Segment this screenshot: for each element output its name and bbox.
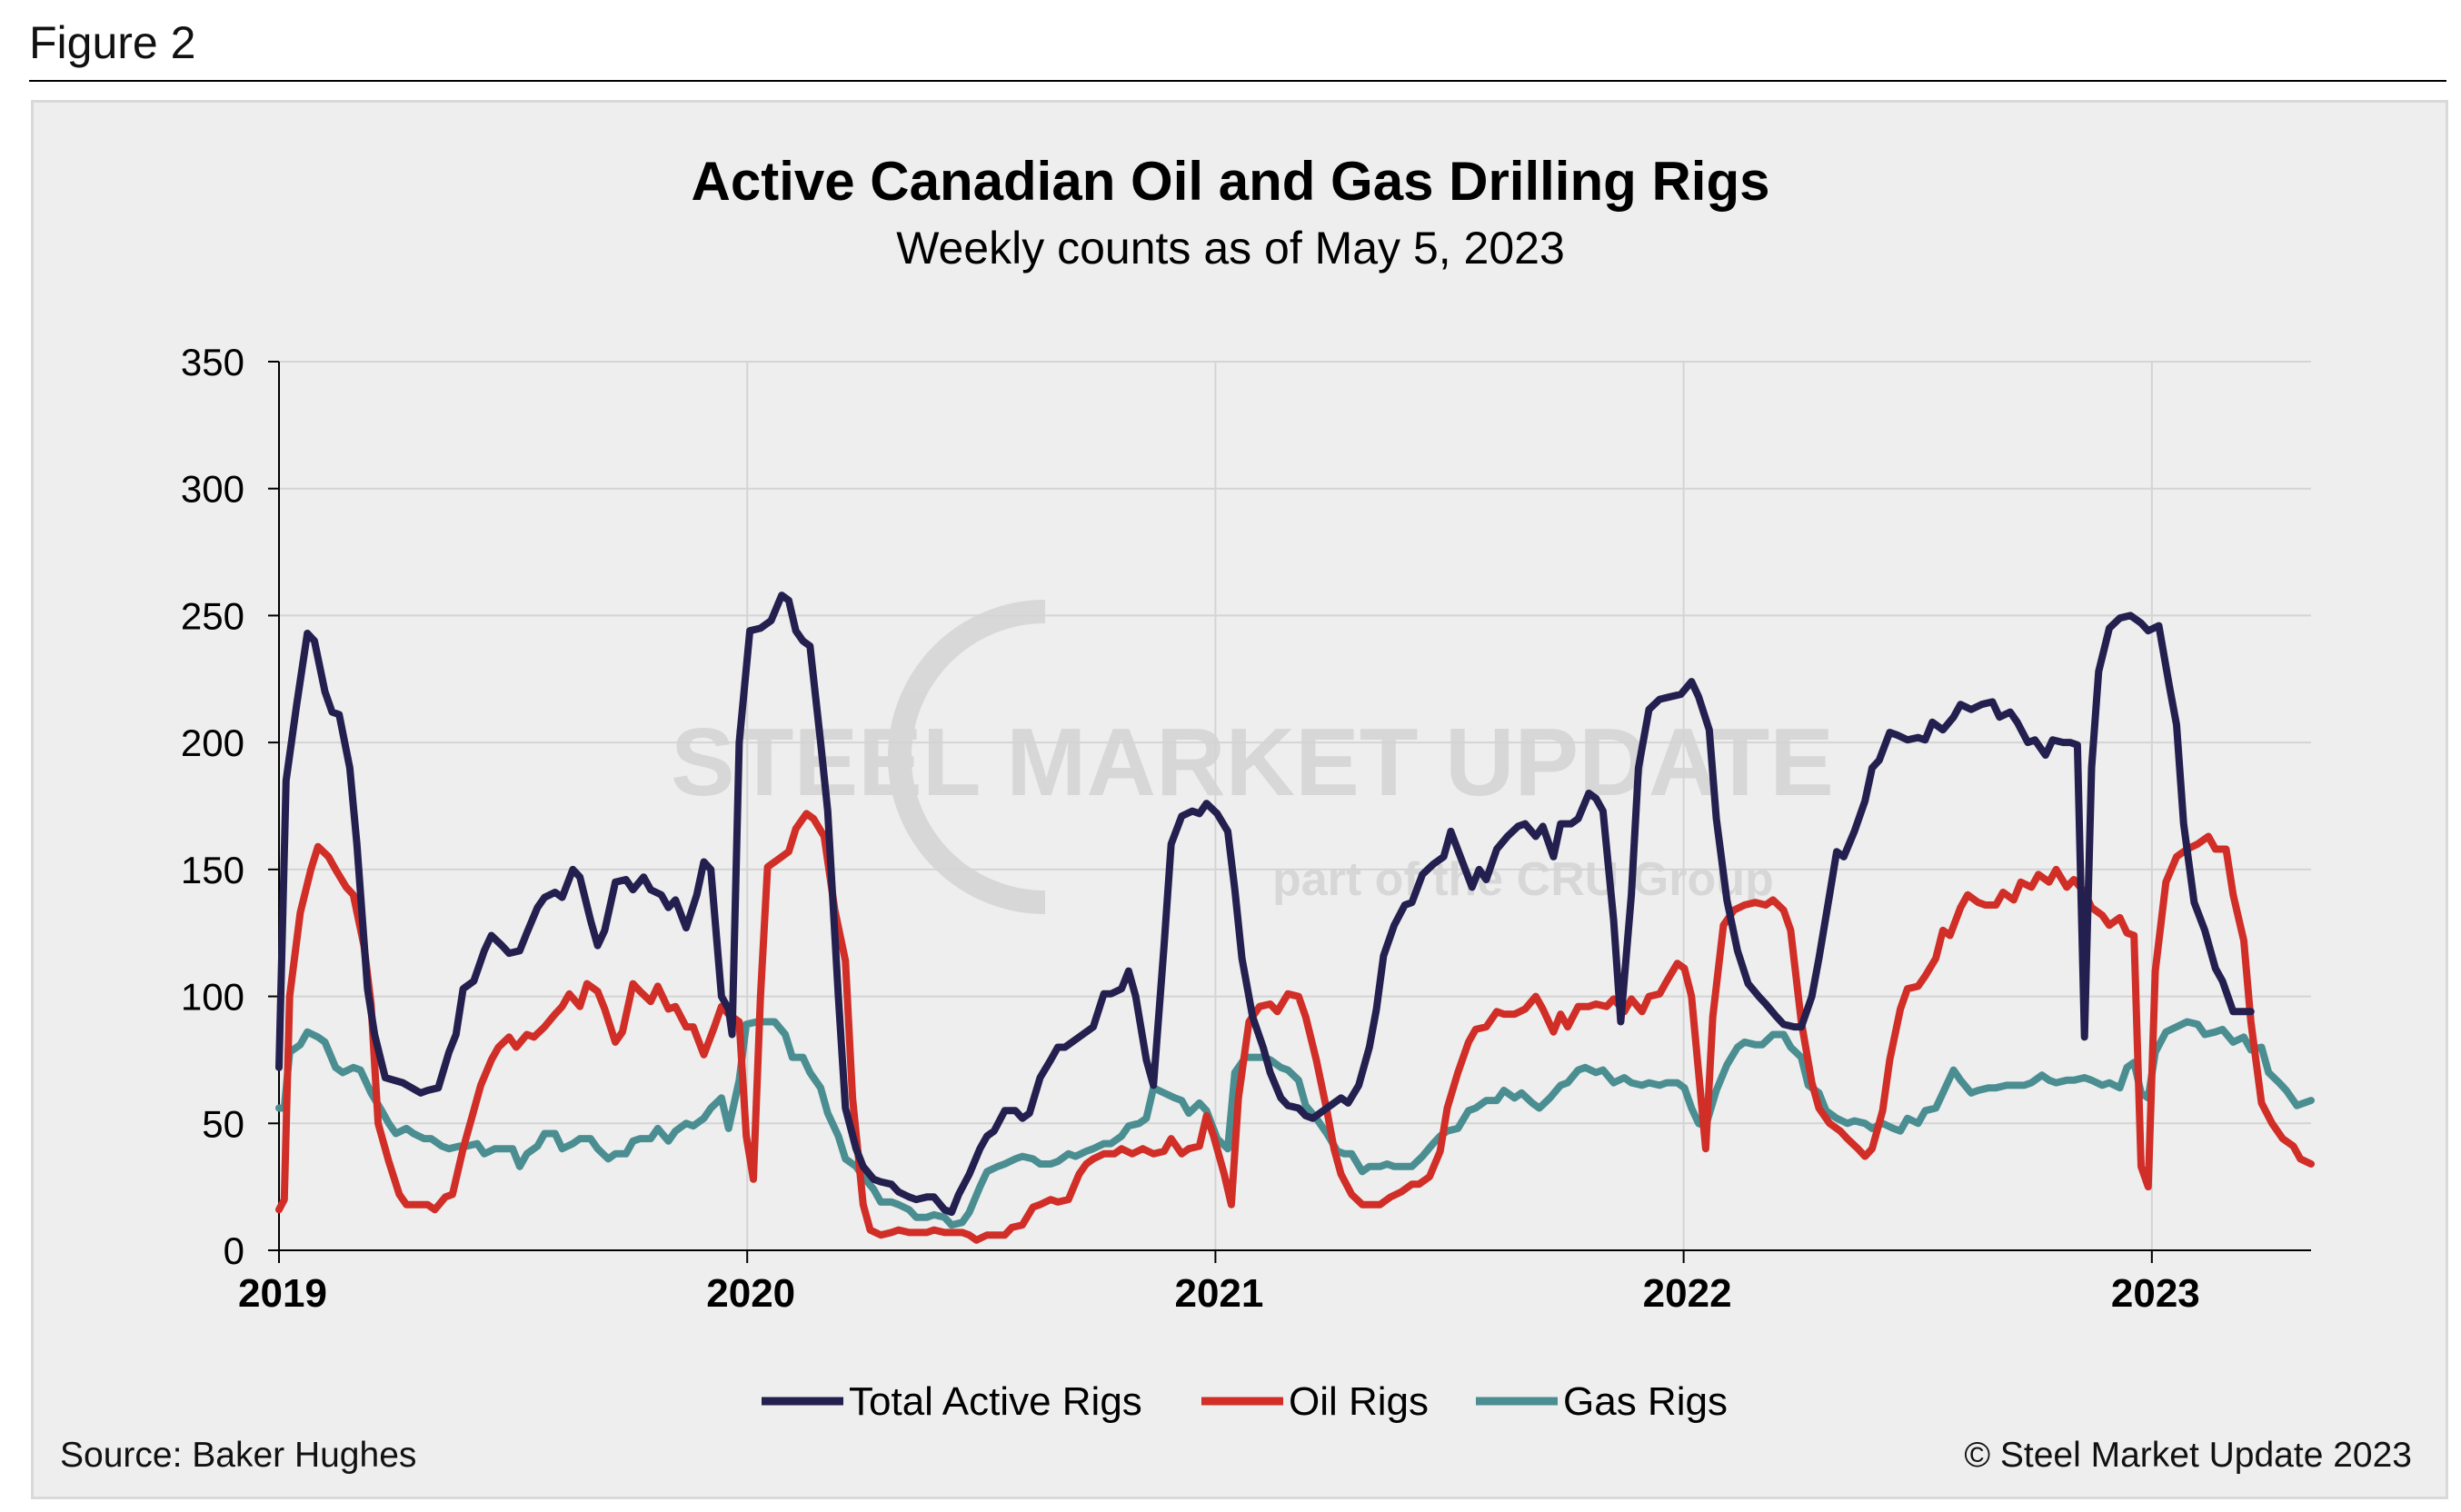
chart-subtitle: Weekly counts as of May 5, 2023 — [896, 223, 1565, 274]
y-tick-label: 300 — [181, 468, 244, 511]
series-line-oil-rigs — [275, 810, 2315, 1244]
x-tick-label: 2019 — [238, 1271, 327, 1316]
watermark-sub: part of the CRU Group — [1272, 853, 1774, 906]
x-tick-labels: 2019 2020 2021 2022 2023 — [238, 1271, 2200, 1316]
y-tick-label: 0 — [224, 1229, 244, 1272]
chart-title: Active Canadian Oil and Gas Drilling Rig… — [692, 151, 1770, 212]
legend-oil-label: Oil Rigs — [1289, 1379, 1429, 1424]
y-tick-labels: 0 50 100 150 200 250 300 350 — [181, 341, 244, 1272]
y-tick-label: 150 — [181, 849, 244, 891]
legend-total-label: Total Active Rigs — [849, 1379, 1142, 1424]
y-tick-label: 50 — [202, 1102, 244, 1145]
watermark-arc — [888, 600, 1046, 914]
x-tick-label: 2022 — [1643, 1271, 1732, 1316]
legend-gas-label: Gas Rigs — [1563, 1379, 1728, 1424]
series-line-gas-rigs — [275, 1018, 2315, 1229]
y-tick-label: 200 — [181, 721, 244, 764]
legend: Total Active Rigs Oil Rigs Gas Rigs — [762, 1379, 1728, 1424]
series — [275, 592, 2315, 1244]
copyright-note: © Steel Market Update 2023 — [1964, 1436, 2412, 1475]
y-tick-label: 250 — [181, 594, 244, 637]
x-tick-label: 2020 — [706, 1271, 795, 1316]
watermark: STEEL MARKET UPDATE part of the CRU Grou… — [671, 600, 1834, 914]
chart-panel — [31, 100, 2448, 1499]
series-line-total-active-rigs — [275, 592, 2255, 1217]
watermark-main: STEEL MARKET UPDATE — [671, 709, 1834, 816]
figure-label: Figure 2 — [29, 17, 196, 68]
figure-rule — [29, 80, 2446, 82]
source-note: Source: Baker Hughes — [60, 1436, 417, 1475]
y-tick-label: 350 — [181, 341, 244, 383]
x-tick-label: 2021 — [1174, 1271, 1263, 1316]
axes — [268, 361, 2311, 1263]
x-tick-label: 2023 — [2111, 1271, 2200, 1316]
y-tick-label: 100 — [181, 976, 244, 1019]
